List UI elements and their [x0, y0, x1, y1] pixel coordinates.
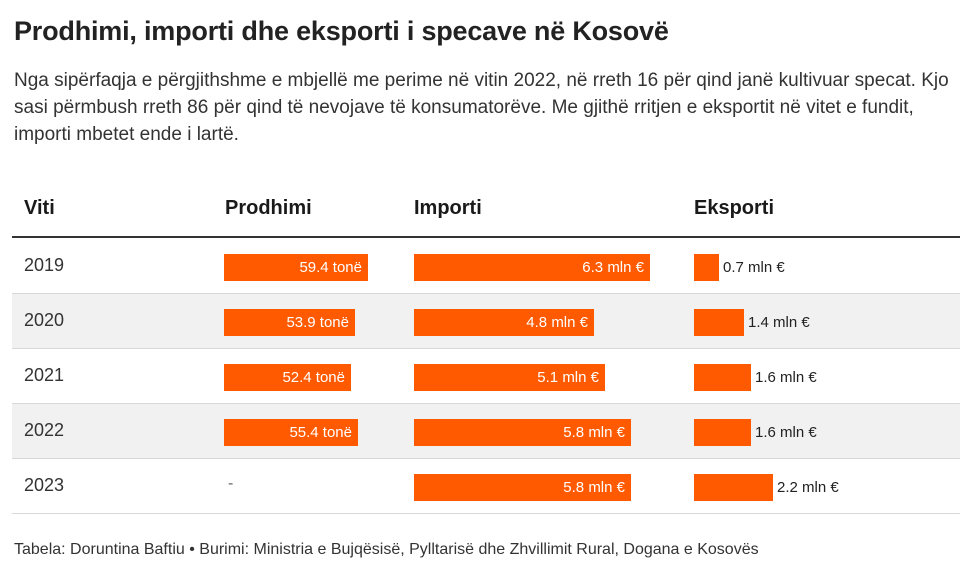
production-bar: 55.4 tonë: [224, 419, 358, 446]
production-bar: 52.4 tonë: [224, 364, 351, 391]
export-value-label: 1.4 mln €: [748, 314, 810, 331]
year-cell: 2020: [24, 310, 65, 330]
import-bar: 6.3 mln €: [414, 254, 650, 281]
page-title: Prodhimi, importi dhe eksporti i specave…: [14, 16, 669, 46]
import-bar: 4.8 mln €: [414, 309, 594, 336]
year-cell: 2022: [24, 420, 65, 440]
table-row: 2021 52.4 tonë 5.1 mln € 1.6 mln €: [12, 349, 960, 404]
production-empty-value: -: [228, 475, 234, 492]
production-bar: 59.4 tonë: [224, 254, 368, 281]
production-bar: 53.9 tonë: [224, 309, 355, 336]
import-bar: 5.8 mln €: [414, 419, 631, 446]
column-header-export: Eksporti: [694, 197, 775, 219]
year-cell: 2023: [24, 475, 65, 495]
export-value-label: 1.6 mln €: [755, 369, 817, 386]
table-row: 2020 53.9 tonë 4.8 mln € 1.4 mln €: [12, 294, 960, 349]
export-value-label: 1.6 mln €: [755, 424, 817, 441]
export-bar: [694, 309, 744, 336]
source-footer: Tabela: Doruntina Baftiu • Burimi: Minis…: [14, 541, 759, 558]
export-value-label: 2.2 mln €: [777, 479, 839, 496]
table-row: 2019 59.4 tonë 6.3 mln € 0.7 mln €: [12, 239, 960, 294]
header-divider: [12, 236, 960, 238]
table-row: 2023 - 5.8 mln € 2.2 mln €: [12, 459, 960, 514]
export-bar: [694, 474, 773, 501]
column-header-production: Prodhimi: [225, 197, 312, 219]
export-bar: [694, 254, 719, 281]
column-header-import: Importi: [414, 197, 482, 219]
export-value-label: 0.7 mln €: [723, 259, 785, 276]
year-cell: 2021: [24, 365, 65, 385]
year-cell: 2019: [24, 255, 65, 275]
export-bar: [694, 419, 751, 446]
subtitle: Nga sipërfaqja e përgjithshme e mbjellë …: [14, 70, 949, 145]
column-header-year: Viti: [24, 197, 55, 219]
table-row: 2022 55.4 tonë 5.8 mln € 1.6 mln €: [12, 404, 960, 459]
import-bar: 5.8 mln €: [414, 474, 631, 501]
export-bar: [694, 364, 751, 391]
import-bar: 5.1 mln €: [414, 364, 605, 391]
